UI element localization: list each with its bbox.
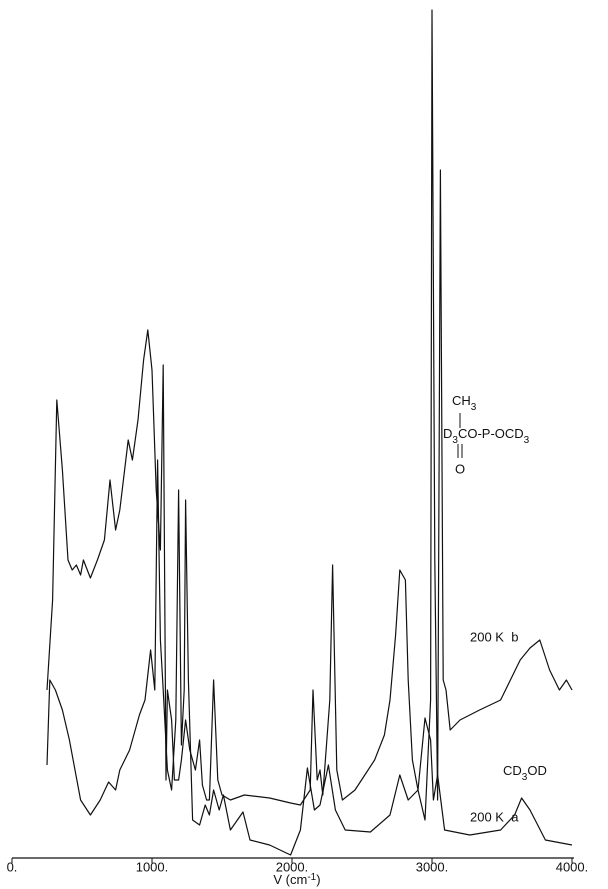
- spectrum-line: [46, 459, 573, 856]
- x-axis-label: ): [316, 872, 320, 887]
- annotation: D: [443, 426, 452, 441]
- annotation: 3: [522, 772, 528, 783]
- annotation: CD: [503, 763, 522, 778]
- annotation: CO-P-OCD: [458, 426, 524, 441]
- x-tick-label: 0.: [7, 859, 18, 874]
- molecule-top: CH3: [452, 393, 477, 412]
- annotation: 3: [452, 435, 458, 446]
- x-tick-label: 4000.: [556, 859, 589, 874]
- molecule-middle: D3CO-P-OCD3: [443, 426, 530, 445]
- molecule: CH3 D3CO-P-OCD3 O: [443, 393, 530, 476]
- annotation: CH: [452, 393, 471, 408]
- annotation: CD3OD: [503, 763, 547, 782]
- x-axis-label: V (cm-1): [273, 872, 320, 888]
- x-axis-label: V (cm: [273, 872, 307, 887]
- spectrum-line: [46, 9, 573, 821]
- annotation: 200 K b: [470, 629, 518, 644]
- x-tick-label: 3000.: [416, 859, 449, 874]
- molecule-bottom: O: [455, 461, 465, 476]
- annotation: 3: [471, 402, 477, 413]
- x-tick-label: 1000.: [136, 859, 169, 874]
- x-tick-label: 2000.: [276, 859, 309, 874]
- x-axis-label: -1: [307, 872, 316, 883]
- annotation: OD: [527, 763, 547, 778]
- annotation: 200 K a: [470, 809, 519, 824]
- annotation: 3: [524, 435, 530, 446]
